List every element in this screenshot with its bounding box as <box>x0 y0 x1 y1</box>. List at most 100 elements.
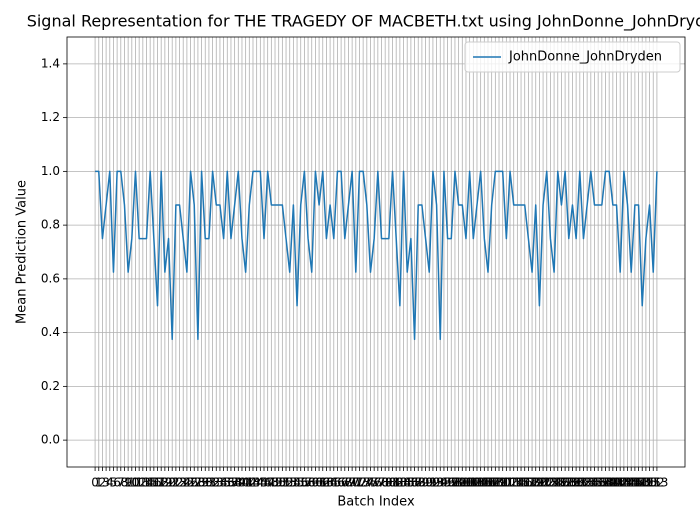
x-tick-label: 130 <box>561 476 584 490</box>
x-tick-label: 35 <box>216 476 231 490</box>
x-tick-label: 105 <box>469 476 492 490</box>
x-tick-label: 14 <box>139 476 154 490</box>
x-tick-label: 94 <box>433 476 448 490</box>
x-tick-label: 150 <box>634 476 657 490</box>
x-tick-label: 126 <box>546 476 569 490</box>
x-tick-label: 59 <box>304 476 319 490</box>
x-tick-label: 80 <box>381 476 396 490</box>
x-tick-label: 36 <box>220 476 235 490</box>
x-tick-label: 144 <box>612 476 635 490</box>
x-tick-label: 85 <box>400 476 415 490</box>
x-tick-label: 136 <box>583 476 606 490</box>
x-tick-label: 99 <box>451 476 466 490</box>
x-tick-label: 112 <box>495 476 518 490</box>
x-axis-label: Batch Index <box>337 495 415 510</box>
x-tick-label: 74 <box>359 476 374 490</box>
x-tick-label: 34 <box>212 476 227 490</box>
y-tick-label: 1.4 <box>41 56 60 70</box>
x-tick-label: 11 <box>128 476 143 490</box>
x-tick-label: 103 <box>462 476 485 490</box>
x-tick-label: 81 <box>385 476 400 490</box>
x-tick-label: 29 <box>194 476 209 490</box>
x-tick-label: 120 <box>524 476 547 490</box>
x-tick-label: 62 <box>315 476 330 490</box>
x-tick-label: 72 <box>352 476 367 490</box>
x-tick-label: 138 <box>590 476 613 490</box>
x-tick-label: 65 <box>326 476 341 490</box>
x-tick-label: 131 <box>565 476 588 490</box>
y-axis-label: Mean Prediction Value <box>15 180 30 324</box>
x-tick-label: 133 <box>572 476 595 490</box>
x-tick-label: 75 <box>363 476 378 490</box>
x-tick-label: 153 <box>645 476 668 490</box>
x-tick-label: 37 <box>223 476 238 490</box>
x-tick-label: 18 <box>154 476 169 490</box>
x-tick-label: 83 <box>392 476 407 490</box>
x-tick-label: 92 <box>425 476 440 490</box>
x-tick-label: 43 <box>245 476 260 490</box>
x-tick-label: 28 <box>190 476 205 490</box>
x-tick-label: 101 <box>455 476 478 490</box>
x-tick-label: 52 <box>278 476 293 490</box>
x-tick-label: 5 <box>110 476 118 490</box>
x-tick-label: 115 <box>506 476 529 490</box>
x-tick-label: 66 <box>330 476 345 490</box>
x-tick-label: 63 <box>319 476 334 490</box>
x-tick-label: 86 <box>403 476 418 490</box>
x-tick-label: 30 <box>198 476 213 490</box>
x-tick-label: 140 <box>598 476 621 490</box>
x-tick-label: 117 <box>513 476 536 490</box>
x-tick-label: 122 <box>532 476 555 490</box>
x-tick-label: 149 <box>631 476 654 490</box>
x-tick-label: 55 <box>289 476 304 490</box>
chart-title: Signal Representation for THE TRAGEDY OF… <box>27 12 700 32</box>
x-tick-label: 134 <box>576 476 599 490</box>
x-tick-label: 46 <box>256 476 271 490</box>
x-tick-label: 23 <box>172 476 187 490</box>
x-tick-label: 145 <box>616 476 639 490</box>
x-tick-label: 4 <box>106 476 114 490</box>
x-tick-label: 54 <box>286 476 301 490</box>
x-tick-label: 25 <box>179 476 194 490</box>
x-tick-label: 90 <box>418 476 433 490</box>
x-tick-label: 127 <box>550 476 573 490</box>
x-tick-label: 142 <box>605 476 628 490</box>
x-tick-label: 7 <box>117 476 125 490</box>
x-tick-label: 20 <box>161 476 176 490</box>
x-tick-label: 89 <box>414 476 429 490</box>
x-tick-label: 15 <box>143 476 158 490</box>
x-tick-label: 71 <box>348 476 363 490</box>
x-tick-label: 114 <box>502 476 525 490</box>
x-tick-label: 0 <box>91 476 99 490</box>
x-tick-label: 104 <box>466 476 489 490</box>
x-tick-label: 38 <box>227 476 242 490</box>
x-tick-label: 135 <box>579 476 602 490</box>
x-tick-label: 100 <box>451 476 474 490</box>
x-tick-label: 9 <box>124 476 132 490</box>
x-tick-label: 70 <box>344 476 359 490</box>
x-tick-label: 91 <box>422 476 437 490</box>
x-tick-label: 51 <box>275 476 290 490</box>
x-tick-label: 110 <box>488 476 511 490</box>
x-tick-label: 2 <box>99 476 107 490</box>
x-tick-label: 73 <box>356 476 371 490</box>
x-tick-label: 67 <box>333 476 348 490</box>
x-tick-label: 125 <box>543 476 566 490</box>
x-tick-label: 13 <box>135 476 150 490</box>
x-tick-label: 121 <box>528 476 551 490</box>
x-tick-label: 111 <box>491 476 514 490</box>
x-tick-label: 6 <box>113 476 121 490</box>
x-tick-label: 10 <box>124 476 139 490</box>
x-tick-label: 128 <box>554 476 577 490</box>
y-tick-label: 0.4 <box>41 325 60 339</box>
x-tick-label: 97 <box>444 476 459 490</box>
x-tick-label: 42 <box>242 476 257 490</box>
x-tick-label: 19 <box>157 476 172 490</box>
x-tick-label: 147 <box>623 476 646 490</box>
x-tick-label: 12 <box>132 476 147 490</box>
x-tick-label: 118 <box>517 476 540 490</box>
x-tick-label: 50 <box>271 476 286 490</box>
x-tick-label: 69 <box>341 476 356 490</box>
x-tick-label: 139 <box>594 476 617 490</box>
